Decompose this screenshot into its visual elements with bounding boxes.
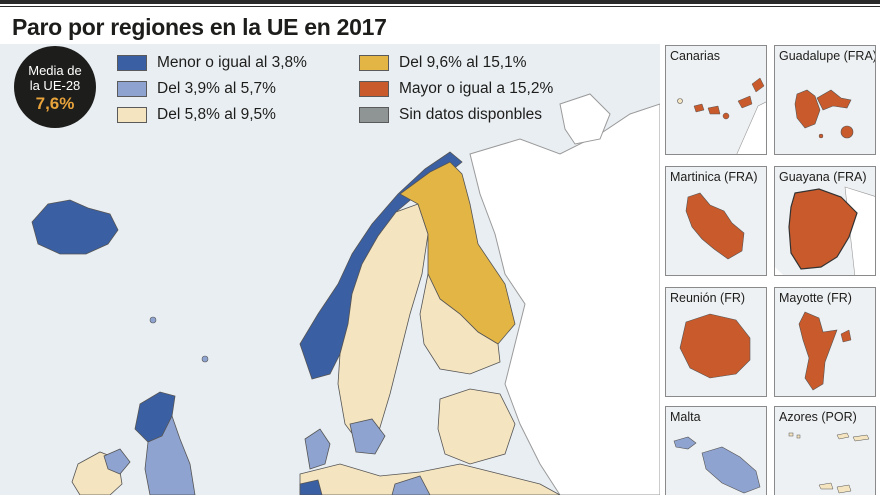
legend-swatch bbox=[117, 107, 147, 123]
shetland bbox=[201, 355, 209, 363]
legend-label: Menor o igual al 3,8% bbox=[157, 54, 307, 71]
region-germany-north bbox=[391, 475, 431, 495]
inset-reunion: Reunión (FR) bbox=[665, 287, 767, 397]
inset-canarias: Canarias bbox=[665, 45, 767, 155]
legend-label: Del 5,8% al 9,5% bbox=[157, 106, 276, 123]
legend-label: Del 3,9% al 5,7% bbox=[157, 80, 276, 97]
page-title: Paro por regiones en la UE en 2017 bbox=[12, 14, 387, 40]
legend-item-1: Menor o igual al 3,8% bbox=[117, 54, 307, 72]
inset-guayana: Guayana (FRA) bbox=[774, 166, 876, 276]
region-netherlands bbox=[299, 479, 323, 495]
average-value: 7,6% bbox=[35, 94, 75, 113]
inset-label: Mayotte (FR) bbox=[779, 291, 852, 305]
inset-label: Azores (POR) bbox=[779, 410, 857, 424]
legend-swatch bbox=[359, 81, 389, 97]
legend-item-3: Del 5,8% al 9,5% bbox=[117, 106, 276, 124]
legend-item-2: Del 3,9% al 5,7% bbox=[117, 80, 276, 98]
legend-item-4: Del 9,6% al 15,1% bbox=[359, 54, 527, 72]
legend-swatch bbox=[117, 81, 147, 97]
region-continent-south bbox=[299, 463, 561, 495]
inset-label: Guadalupe (FRA) bbox=[779, 49, 876, 63]
inset-guadalupe: Guadalupe (FRA) bbox=[774, 45, 876, 155]
region-n-ireland bbox=[103, 448, 131, 475]
legend-label: Del 9,6% al 15,1% bbox=[399, 54, 527, 71]
region-iceland bbox=[31, 199, 119, 255]
inset-malta: Malta bbox=[665, 406, 767, 495]
eu-average-badge: Media de la UE-28 7,6% bbox=[14, 46, 96, 128]
legend-label: Mayor o igual a 15,2% bbox=[399, 80, 554, 97]
region-finland-south bbox=[419, 272, 501, 375]
region-denmark bbox=[304, 428, 331, 470]
legend-item-5: Mayor o igual a 15,2% bbox=[359, 80, 553, 98]
legend-swatch bbox=[117, 55, 147, 71]
inset-azores: Azores (POR) bbox=[774, 406, 876, 495]
inset-label: Guayana (FRA) bbox=[779, 170, 867, 184]
faroe-islands bbox=[149, 316, 157, 324]
region-finland-north bbox=[399, 161, 516, 345]
legend-swatch bbox=[359, 107, 389, 123]
average-label-line2: la UE-28 bbox=[29, 78, 81, 93]
average-label-line1: Media de bbox=[28, 63, 82, 78]
inset-martinica: Martinica (FRA) bbox=[665, 166, 767, 276]
top-rule bbox=[0, 0, 880, 4]
inset-mayotte: Mayotte (FR) bbox=[774, 287, 876, 397]
inset-label: Canarias bbox=[670, 49, 721, 63]
top-rule-thin bbox=[0, 6, 880, 7]
inset-label: Malta bbox=[670, 410, 701, 424]
region-sweden bbox=[337, 203, 429, 445]
region-baltics bbox=[437, 388, 516, 465]
inset-label: Martinica (FRA) bbox=[670, 170, 758, 184]
legend-label: Sin datos disponbles bbox=[399, 106, 543, 123]
legend-swatch bbox=[359, 55, 389, 71]
legend-item-6: Sin datos disponbles bbox=[359, 106, 542, 124]
region-sweden-south bbox=[349, 418, 386, 455]
inset-label: Reunión (FR) bbox=[670, 291, 746, 305]
arctic-islands bbox=[559, 93, 611, 145]
region-uk-england bbox=[144, 414, 196, 495]
europe-map bbox=[0, 44, 660, 495]
